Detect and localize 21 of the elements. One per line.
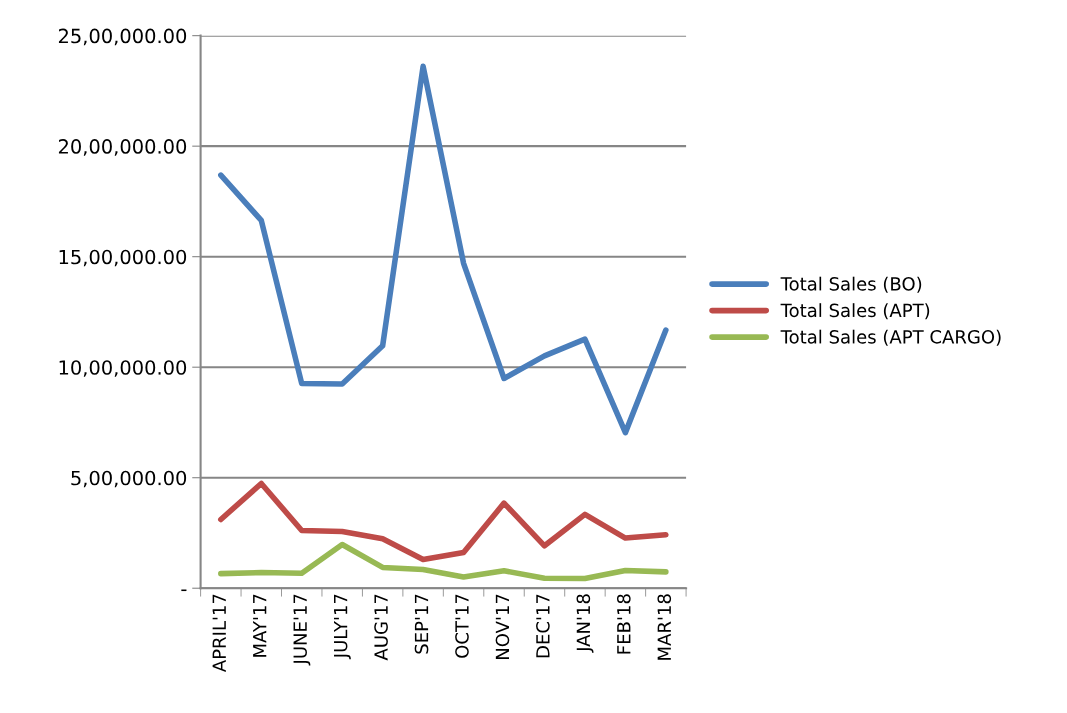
legend-label: Total Sales (BO) xyxy=(780,276,922,293)
x-tick-label: DEC'17 xyxy=(536,594,550,658)
y-tick-label: 15,00,000.00 xyxy=(59,249,187,267)
x-tick-label: NOV'17 xyxy=(495,594,510,660)
legend-label: Total Sales (APT CARGO) xyxy=(780,329,1001,346)
x-tick-label: JULY'17 xyxy=(334,594,351,660)
x-tick-label: AUG'17 xyxy=(374,594,388,661)
y-tick-label: 5,00,000.00 xyxy=(71,470,187,488)
y-tick-label: 25,00,000.00 xyxy=(58,28,187,46)
y-tick-label: 20,00,000.00 xyxy=(58,139,187,156)
x-tick-label: APRIL'17 xyxy=(212,594,226,673)
x-tick-label: JAN'18 xyxy=(576,594,594,653)
y-tick-label: 10,00,000.00 xyxy=(59,360,187,377)
x-tick-label: OCT'17 xyxy=(455,594,469,658)
x-tick-label: MAY'17 xyxy=(253,594,267,657)
x-tick-label: JUNE'17 xyxy=(293,594,311,666)
x-tick-label: FEB'18 xyxy=(616,594,631,654)
x-tick-label: MAR'18 xyxy=(657,594,672,660)
x-tick-label: SEP'17 xyxy=(414,594,429,654)
legend-label: Total Sales (APT) xyxy=(780,303,930,320)
y-tick-label: - xyxy=(181,589,187,592)
